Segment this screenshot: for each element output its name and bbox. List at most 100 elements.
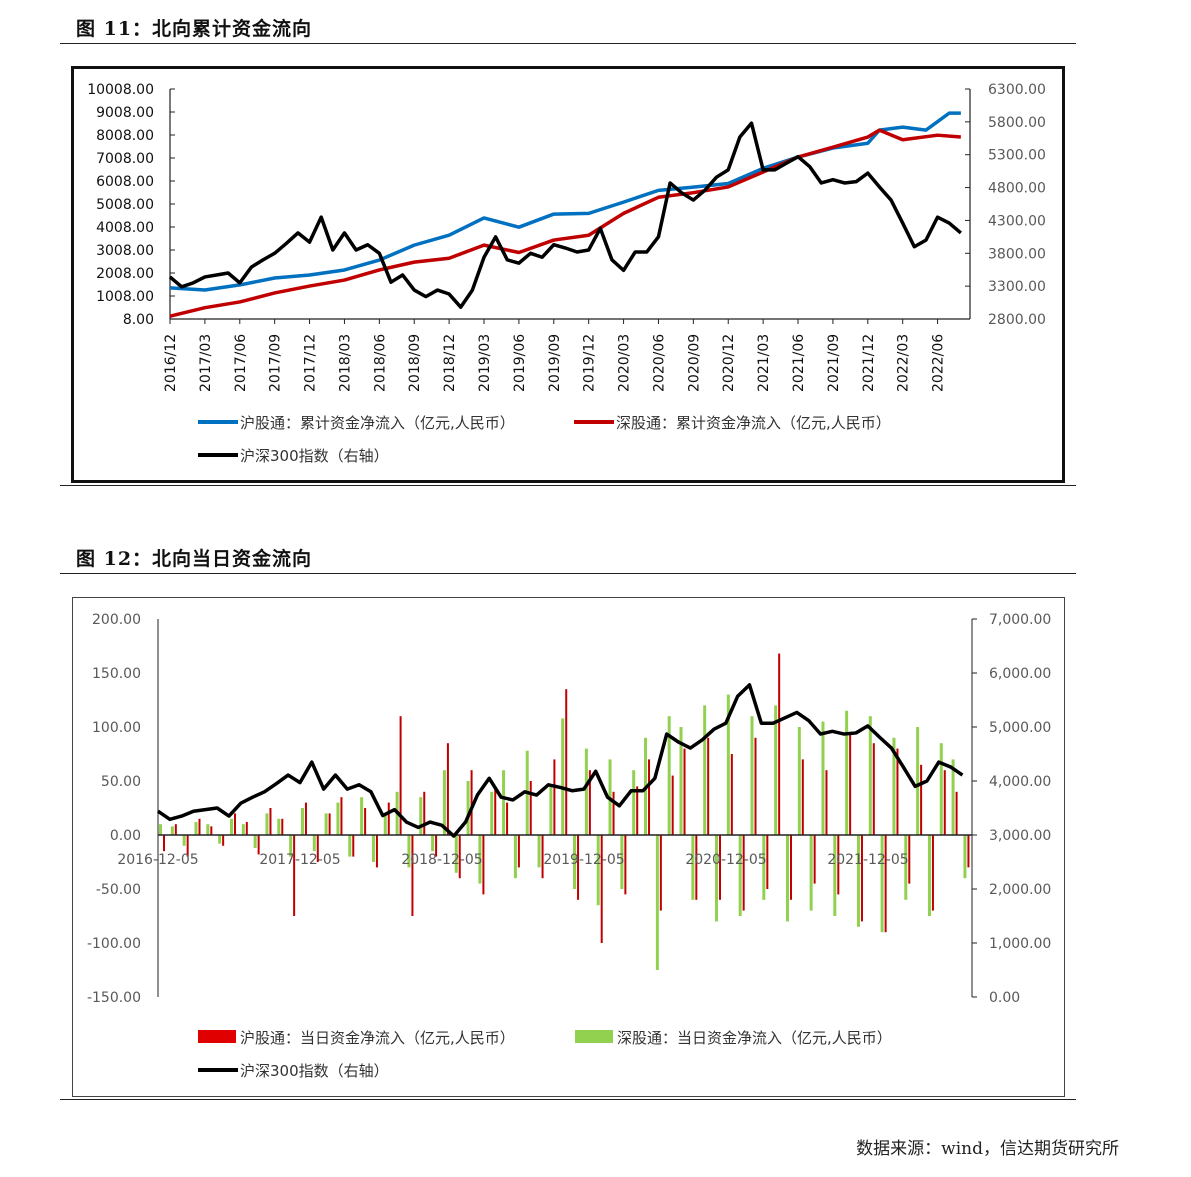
- x-tick-label: 2018-12-05: [401, 852, 482, 868]
- y-left-tick-label: -50.00: [96, 882, 141, 898]
- bar-shenzhen-connect: [431, 835, 435, 852]
- bar-shanghai-connect: [423, 791, 426, 835]
- bar-shenzhen-connect: [679, 727, 683, 835]
- y-right-tick-label: 0.00: [989, 990, 1020, 1006]
- x-tick-label: 2018/09: [407, 334, 423, 392]
- bar-shanghai-connect: [624, 835, 627, 895]
- bar-shenzhen-connect: [466, 781, 470, 835]
- series-line-shenzhen-connect: [169, 128, 961, 318]
- bar-shenzhen-connect: [513, 835, 517, 879]
- figure-12-title: 图 12：北向当日资金流向: [76, 548, 313, 570]
- bar-shanghai-connect: [257, 835, 260, 855]
- bar-shenzhen-connect: [726, 694, 730, 835]
- x-tick-label: 2019/12: [582, 334, 598, 392]
- bar-shanghai-connect: [707, 737, 710, 835]
- x-tick-label: 2017/12: [303, 334, 319, 392]
- y-left-tick-label: 100.00: [92, 720, 141, 736]
- y-right-tick-label: 5,000.00: [989, 720, 1051, 736]
- figure-11-chart-frame: [71, 66, 1065, 483]
- bar-shenzhen-connect: [360, 797, 364, 835]
- y-right-tick-label: 4800.00: [988, 181, 1046, 197]
- y-right-tick-label: 3300.00: [988, 279, 1046, 295]
- bar-shanghai-connect: [849, 732, 852, 835]
- bar-shanghai-connect: [588, 770, 591, 835]
- bar-shenzhen-connect: [502, 770, 506, 835]
- bar-shanghai-connect: [648, 759, 651, 835]
- y-right-tick-label: 3,000.00: [989, 828, 1051, 844]
- legend-swatch: [575, 1030, 613, 1043]
- x-tick-label: 2017-12-05: [259, 852, 340, 868]
- bar-shanghai-connect: [789, 835, 792, 900]
- bar-shanghai-connect: [245, 822, 248, 835]
- bar-shanghai-connect: [293, 835, 296, 916]
- y-left-tick-label: 4008.00: [96, 220, 154, 236]
- bar-shanghai-connect: [387, 802, 390, 835]
- bar-shanghai-connect: [399, 716, 402, 835]
- bar-shanghai-connect: [695, 835, 698, 900]
- bar-shenzhen-connect: [407, 835, 411, 868]
- bar-shenzhen-connect: [218, 835, 222, 844]
- bar-shenzhen-connect: [963, 835, 967, 879]
- bar-shenzhen-connect: [300, 808, 304, 835]
- bar-shenzhen-connect: [785, 835, 789, 922]
- y-left-tick-label: 9008.00: [96, 105, 154, 121]
- title-divider: [60, 43, 1076, 44]
- bar-shanghai-connect: [304, 802, 307, 835]
- y-left-tick-label: 3008.00: [96, 243, 154, 259]
- x-tick-label: 2019-12-05: [543, 852, 624, 868]
- y-left-tick-label: 1008.00: [96, 289, 154, 305]
- bar-shanghai-connect: [269, 808, 272, 835]
- x-tick-label: 2021/09: [826, 334, 842, 392]
- bar-shanghai-connect: [340, 797, 343, 835]
- x-tick-label: 2017/09: [268, 334, 284, 392]
- bar-shanghai-connect: [896, 748, 899, 835]
- x-tick-label: 2020/12: [721, 334, 737, 392]
- bar-shenzhen-connect: [916, 727, 920, 835]
- x-tick-label: 2021-12-05: [827, 852, 908, 868]
- bar-shanghai-connect: [174, 824, 177, 835]
- x-tick-label: 2021/12: [861, 334, 877, 392]
- y-left-tick-label: 8.00: [123, 312, 154, 328]
- data-source-note: 数据来源：wind，信达期货研究所: [856, 1139, 1119, 1159]
- bar-shenzhen-connect: [620, 835, 624, 889]
- bar-shanghai-connect: [872, 743, 875, 835]
- bar-shanghai-connect: [470, 770, 473, 835]
- bar-shanghai-connect: [612, 791, 615, 835]
- y-left-tick-label: 2008.00: [96, 266, 154, 282]
- bar-shenzhen-connect: [880, 835, 884, 933]
- cumulative-flow-chart: 10008.00 9008.00 8008.00 7008.00 6008.00 5008…: [87, 82, 1046, 465]
- x-tick-label: 2020-12-05: [685, 852, 766, 868]
- bar-shenzhen-connect: [809, 835, 813, 911]
- bar-shenzhen-connect: [371, 835, 375, 862]
- bar-shanghai-connect: [813, 835, 816, 884]
- bar-shenzhen-connect: [951, 759, 955, 835]
- bar-shanghai-connect: [553, 759, 556, 835]
- bar-shanghai-connect: [671, 775, 674, 835]
- y-right-tick-label: 2,000.00: [989, 882, 1051, 898]
- bar-shenzhen-connect: [845, 710, 849, 835]
- bar-shenzhen-connect: [324, 813, 328, 835]
- bar-shenzhen-connect: [797, 727, 801, 835]
- legend-label: 沪深300指数（右轴）: [240, 447, 389, 465]
- y-left-tick-label: -100.00: [87, 936, 141, 952]
- legend-label: 沪深300指数（右轴）: [240, 1062, 389, 1080]
- bar-shenzhen-connect: [253, 835, 257, 848]
- bar-shanghai-connect: [636, 786, 639, 835]
- bar-shenzhen-connect: [632, 770, 636, 835]
- bar-shanghai-connect: [364, 808, 367, 835]
- legend-label: 深股通：累计资金净流入（亿元,人民币）: [616, 414, 891, 432]
- bar-shenzhen-connect: [383, 813, 387, 835]
- bar-shanghai-connect: [884, 835, 887, 933]
- bar-shanghai-connect: [482, 835, 485, 895]
- bar-shenzhen-connect: [927, 835, 931, 916]
- bar-shanghai-connect: [529, 781, 532, 835]
- y-right-tick-label: 1,000.00: [989, 936, 1051, 952]
- bar-shanghai-connect: [517, 835, 520, 868]
- bar-shanghai-connect: [328, 813, 331, 835]
- bar-shenzhen-connect: [561, 718, 565, 835]
- bar-shanghai-connect: [458, 835, 461, 879]
- bar-shenzhen-connect: [868, 716, 872, 835]
- bar-shenzhen-connect: [821, 721, 825, 835]
- bar-shenzhen-connect: [442, 770, 446, 835]
- bar-shanghai-connect: [719, 835, 722, 900]
